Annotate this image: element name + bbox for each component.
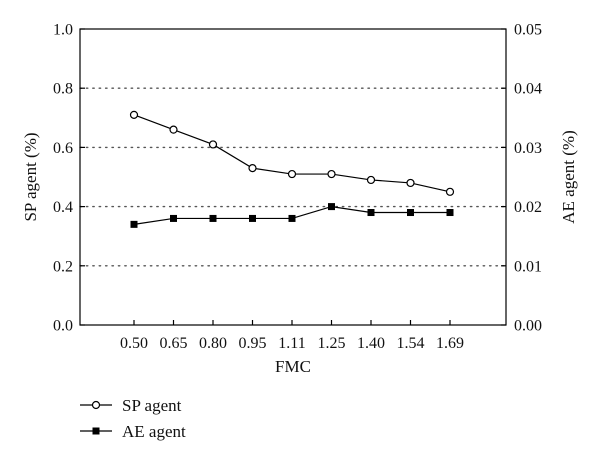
left-tick-label: 0.4 — [53, 199, 73, 216]
point-ae-agent — [328, 203, 335, 211]
series-line-sp-agent — [133, 114, 451, 193]
right-tick-label: 0.02 — [514, 199, 542, 216]
point-ae-agent — [209, 214, 217, 222]
x-tick-label: 0.65 — [160, 335, 188, 352]
gridlines — [79, 87, 507, 267]
series-layer — [129, 110, 455, 228]
point-sp-agent — [406, 178, 415, 188]
x-tick-label: 1.40 — [357, 335, 385, 352]
legend-item-ae-agent: AE agent — [80, 422, 186, 441]
x-tick-label: 0.95 — [239, 335, 267, 352]
point-sp-agent — [248, 164, 257, 173]
left-axis-ticks: 0.0 0.2 0.4 0.6 0.8 1.0 — [53, 22, 85, 335]
right-tick-label: 0.03 — [514, 140, 542, 157]
x-tick-label: 1.69 — [436, 335, 464, 352]
plot-frame — [79, 28, 507, 326]
left-tick-label: 0.8 — [53, 81, 73, 98]
point-ae-agent — [130, 220, 138, 228]
point-ae-agent — [288, 214, 296, 222]
x-tick-label: 1.25 — [318, 335, 346, 352]
legend-label-ae-agent: AE agent — [122, 422, 186, 441]
right-tick-label: 0.01 — [514, 258, 542, 275]
x-tick-label: 1.54 — [397, 335, 425, 352]
left-tick-label: 0.0 — [53, 318, 73, 335]
legend-item-sp-agent: SP agent — [80, 396, 182, 415]
x-tick-label: 0.80 — [199, 335, 227, 352]
point-sp-agent — [129, 110, 139, 119]
point-ae-agent — [249, 214, 256, 222]
right-tick-label: 0.04 — [514, 81, 542, 98]
x-tick-label: 1.11 — [278, 335, 305, 352]
legend-marker-filled-square-icon — [92, 427, 100, 435]
right-axis-title: AE agent (%) — [559, 130, 578, 223]
left-tick-label: 0.6 — [53, 140, 73, 157]
left-tick-label: 1.0 — [53, 22, 73, 39]
point-sp-agent — [287, 169, 297, 179]
legend-label-sp-agent: SP agent — [122, 396, 182, 415]
left-tick-label: 0.2 — [53, 258, 73, 275]
right-axis-ticks: 0.00 0.01 0.02 0.03 0.04 0.05 — [501, 22, 542, 335]
x-axis-ticks: 0.50 0.65 0.80 0.95 1.11 1.25 1.40 1.54 1.69 — [120, 320, 464, 352]
point-sp-agent — [327, 169, 336, 179]
point-ae-agent — [367, 209, 375, 217]
left-axis-title: SP agent (%) — [21, 132, 40, 221]
right-tick-label: 0.00 — [514, 318, 542, 335]
point-sp-agent — [366, 175, 376, 185]
x-axis-title: FMC — [275, 357, 311, 376]
point-sp-agent — [169, 125, 178, 134]
x-tick-label: 0.50 — [120, 335, 148, 352]
point-ae-agent — [407, 209, 414, 217]
legend-marker-open-circle-icon — [91, 400, 101, 410]
right-tick-label: 0.05 — [514, 22, 542, 39]
point-ae-agent — [170, 214, 177, 222]
point-ae-agent — [446, 209, 454, 217]
legend: SP agent AE agent — [80, 396, 186, 441]
point-sp-agent — [208, 140, 218, 149]
point-sp-agent — [445, 187, 455, 196]
